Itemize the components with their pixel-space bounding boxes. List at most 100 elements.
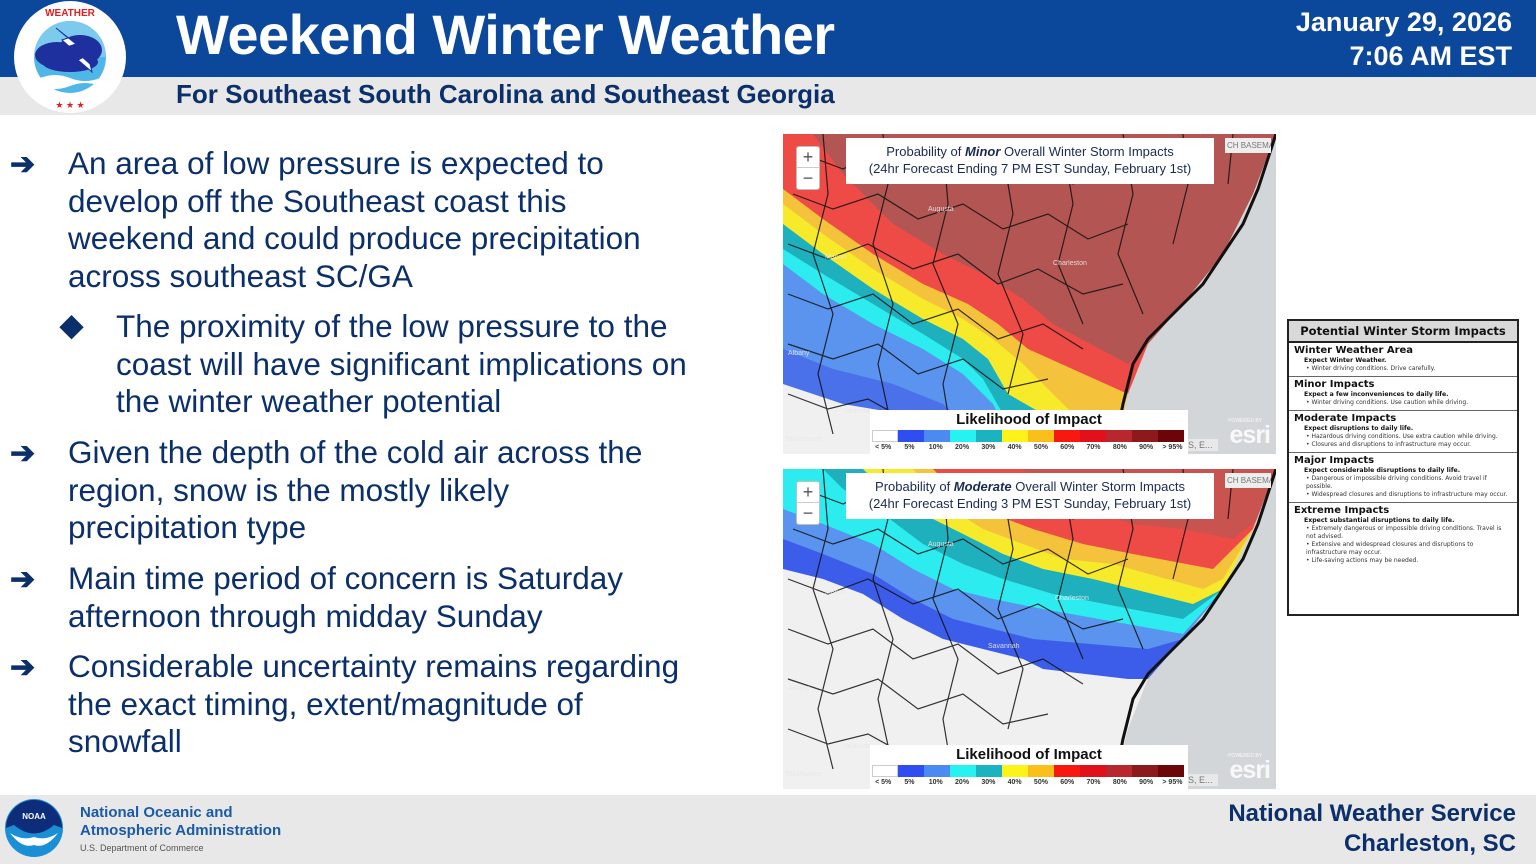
impact-item: • Life-saving actions may be needed.	[1306, 557, 1419, 564]
impact-section-title: Major Impacts	[1294, 455, 1375, 466]
bullet-text: Considerable uncertainty remains regardi…	[68, 648, 768, 761]
legend-label: 40%	[1007, 444, 1022, 451]
impact-section-title: Moderate Impacts	[1294, 413, 1397, 424]
esri-powered-by: POWERED BY	[1228, 418, 1262, 424]
bullet-line: Main time period of concern is Saturday	[68, 560, 624, 596]
city-label: Tallahassee	[785, 771, 822, 778]
bullet-text: An area of low pressure is expected to d…	[68, 145, 768, 295]
legend-swatch	[950, 765, 976, 777]
legend-label: 50%	[1033, 779, 1048, 786]
impact-expectation: Expect Winter Weather.	[1304, 357, 1387, 364]
arrow-right-icon: ➔	[10, 437, 36, 470]
legend-label: 70%	[1086, 444, 1101, 451]
legend-swatch	[1158, 765, 1184, 777]
legend-swatch	[1132, 765, 1158, 777]
legend-swatch	[898, 430, 924, 442]
footer-bar	[0, 795, 1536, 864]
city-label: Valdosta	[843, 408, 870, 415]
impact-item: • Extremely dangerous or impossible driv…	[1306, 525, 1502, 540]
legend-label: 60%	[1060, 779, 1075, 786]
legend-label: < 5%	[875, 779, 892, 786]
legend-color-bar	[872, 430, 1184, 442]
legend-swatch	[1002, 430, 1028, 442]
legend-swatch	[872, 430, 898, 442]
page-subtitle: For Southeast South Carolina and Southea…	[176, 79, 835, 109]
page-title: Weekend Winter Weather	[176, 3, 835, 66]
map-moderate-impacts[interactable]: Augusta Charleston Macon Albany Valdosta…	[783, 469, 1276, 789]
bullet-line: The proximity of the low pressure to the	[116, 308, 668, 344]
zoom-out-button[interactable]: −	[802, 503, 814, 523]
legend-label: 10%	[928, 779, 943, 786]
noaa-name-line: National Oceanic and	[80, 804, 233, 821]
svg-text:WEATHER: WEATHER	[45, 8, 96, 19]
impact-section-moderate: Moderate Impacts Expect disruptions to d…	[1289, 411, 1517, 453]
switch-basemap-button[interactable]: CH BASEMAP	[1225, 473, 1271, 488]
issued-datetime: January 29, 2026 7:06 AM EST	[1296, 5, 1512, 73]
legend-swatch	[872, 765, 898, 777]
svg-text:NOAA: NOAA	[22, 812, 46, 821]
legend-label: 90%	[1139, 444, 1154, 451]
zoom-in-button[interactable]: +	[797, 147, 819, 168]
impact-item: • Winter driving conditions. Drive caref…	[1306, 365, 1436, 372]
city-label: Macon	[825, 254, 847, 261]
legend-labels: < 5% 5% 10% 20% 30% 40% 50% 60% 70% 80% …	[870, 444, 1188, 451]
map-title-prefix: Probability of	[886, 144, 965, 159]
legend-label: 5%	[904, 779, 915, 786]
map-title-suffix: Overall Winter Storm Impacts	[1000, 144, 1174, 159]
impact-section-winter-weather-area: Winter Weather Area Expect Winter Weathe…	[1289, 343, 1517, 377]
impact-section-extreme: Extreme Impacts Expect substantial disru…	[1289, 503, 1517, 568]
legend-label: > 95%	[1162, 779, 1183, 786]
noaa-agency-name: National Oceanic and Atmospheric Adminis…	[80, 804, 281, 840]
legend-label: 90%	[1139, 779, 1154, 786]
bullet-line: An area of low pressure is expected to	[68, 145, 604, 181]
map-subtitle: (24hr Forecast Ending 3 PM EST Sunday, F…	[868, 496, 1192, 511]
impact-expectation: Expect considerable disruptions to daily…	[1304, 467, 1461, 474]
office-line: National Weather Service	[1228, 800, 1516, 827]
arrow-right-icon: ➔	[10, 148, 36, 181]
legend-label: 70%	[1086, 779, 1101, 786]
impact-section-title: Extreme Impacts	[1294, 505, 1390, 516]
impact-expectation: Expect disruptions to daily life.	[1304, 425, 1414, 432]
legend-swatch	[924, 765, 950, 777]
subheader-bar	[0, 77, 1536, 115]
winter-storm-impacts-table: Potential Winter Storm Impacts Winter We…	[1287, 319, 1519, 616]
probability-map-graphic	[783, 134, 1276, 454]
legend-swatch	[976, 765, 1002, 777]
svg-text:★ ★ ★: ★ ★ ★	[55, 100, 84, 110]
legend-swatch	[898, 765, 924, 777]
esri-powered-by: POWERED BY	[1228, 753, 1262, 759]
impact-expectation: Expect a few inconveniences to daily lif…	[1304, 391, 1449, 398]
legend-swatch	[1054, 430, 1080, 442]
city-label: Macon	[825, 589, 847, 596]
legend-title: Likelihood of Impact	[956, 746, 1102, 763]
map-attribution[interactable]: S, E...	[1188, 439, 1218, 451]
bullet-line: the exact timing, extent/magnitude of	[68, 685, 583, 722]
map-title: Probability of Moderate Overall Winter S…	[846, 473, 1214, 519]
map-legend: Likelihood of Impact < 5% 5% 10% 20%	[870, 745, 1188, 789]
nws-logo-icon: WEATHER ★ ★ ★	[14, 1, 126, 113]
legend-label: 30%	[981, 444, 996, 451]
bullet-text: Given the depth of the cold air across t…	[68, 434, 768, 547]
legend-labels: < 5% 5% 10% 20% 30% 40% 50% 60% 70% 80% …	[870, 779, 1188, 786]
switch-basemap-button[interactable]: CH BASEMAP	[1225, 138, 1271, 153]
map-title: Probability of Minor Overall Winter Stor…	[846, 138, 1214, 184]
zoom-in-button[interactable]: +	[797, 482, 819, 503]
legend-label: < 5%	[875, 444, 892, 451]
impact-section-title: Minor Impacts	[1294, 379, 1375, 390]
map-attribution[interactable]: S, E...	[1188, 774, 1218, 786]
city-label: Valdosta	[843, 743, 870, 750]
legend-label: > 95%	[1162, 444, 1183, 451]
impact-section-major: Major Impacts Expect considerable disrup…	[1289, 453, 1517, 503]
map-title-emphasis: Moderate	[953, 479, 1012, 494]
legend-swatch	[1106, 765, 1132, 777]
legend-swatch	[1028, 430, 1054, 442]
arrow-right-icon: ➔	[10, 563, 36, 596]
legend-swatch	[1132, 430, 1158, 442]
map-minor-impacts[interactable]: Augusta Charleston Macon Albany Valdosta…	[783, 134, 1276, 454]
impact-item: • Winter driving conditions. Use caution…	[1306, 399, 1469, 406]
noaa-name-line: Atmospheric Administration	[80, 822, 282, 839]
legend-swatch	[950, 430, 976, 442]
legend-swatch	[924, 430, 950, 442]
zoom-out-button[interactable]: −	[802, 168, 814, 188]
